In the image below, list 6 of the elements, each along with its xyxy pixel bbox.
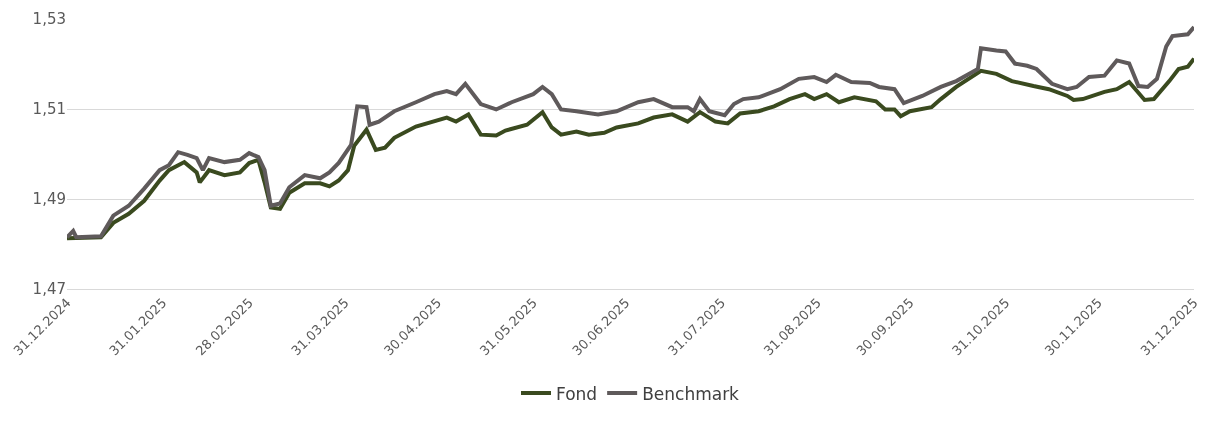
y-tick-label: 1,51 bbox=[32, 100, 66, 119]
y-tick-label: 1,49 bbox=[32, 190, 66, 209]
y-tick-label: 1,53 bbox=[32, 10, 66, 29]
legend-label: Benchmark bbox=[642, 383, 740, 404]
y-tick-label: 1,47 bbox=[32, 280, 66, 299]
legend-label: Fond bbox=[556, 383, 598, 404]
